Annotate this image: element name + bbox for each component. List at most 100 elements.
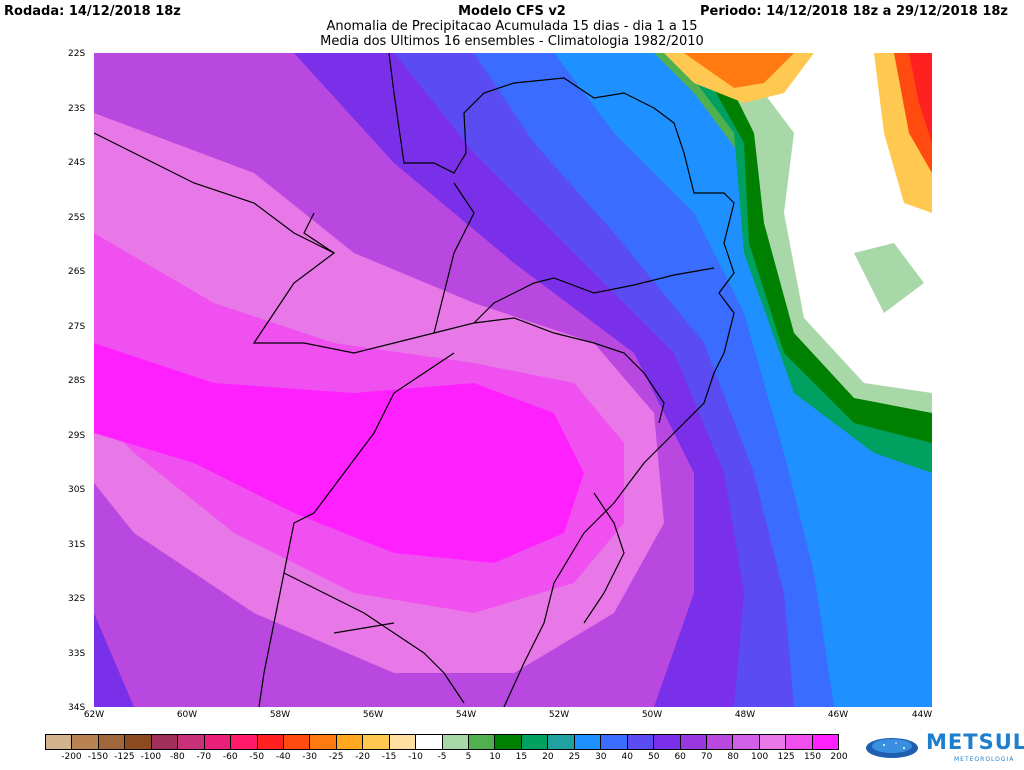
legend-label: 100 bbox=[751, 752, 769, 762]
legend-label: -100 bbox=[140, 752, 162, 762]
legend-label: -125 bbox=[114, 752, 135, 762]
legend-label: -80 bbox=[169, 752, 185, 762]
border-north bbox=[94, 132, 715, 354]
legend-swatch bbox=[46, 735, 73, 749]
legend-label: 200 bbox=[830, 752, 848, 762]
lon-label: 44W bbox=[911, 710, 933, 720]
legend-swatch bbox=[310, 735, 337, 749]
field-over-200 bbox=[94, 343, 584, 563]
legend-swatch bbox=[204, 735, 232, 749]
legend-label: 150 bbox=[803, 752, 822, 762]
legend-label: 40 bbox=[621, 752, 633, 762]
lon-label: 46W bbox=[827, 710, 849, 720]
legend-label: -150 bbox=[87, 752, 109, 762]
lat-label: 33S bbox=[68, 649, 86, 659]
map-title-block: Modelo CFS v2 Anomalia de Precipitacao A… bbox=[0, 4, 1024, 49]
lat-label: 27S bbox=[68, 322, 86, 332]
run-date: Rodada: 14/12/2018 18z bbox=[4, 4, 181, 19]
precipitation-anomaly-map bbox=[94, 53, 932, 707]
legend-swatch bbox=[733, 735, 760, 749]
borders-coastline bbox=[94, 53, 735, 707]
legend-label: 25 bbox=[568, 752, 581, 762]
legend-swatch bbox=[680, 735, 707, 749]
legend-label: -15 bbox=[381, 752, 397, 762]
legend-label: -20 bbox=[355, 752, 370, 762]
model-title: Modelo CFS v2 bbox=[458, 4, 566, 19]
lon-label: 54W bbox=[455, 710, 477, 720]
legend-labels: -200 -150 -125 -100 -80 -70 -60 -50 -40 -30 -25 -20… bbox=[45, 752, 847, 766]
legend-swatch bbox=[72, 735, 99, 749]
lat-label: 23S bbox=[68, 104, 86, 114]
legend-swatch bbox=[283, 735, 311, 749]
legend-swatch bbox=[151, 735, 179, 749]
lon-label: 48W bbox=[734, 710, 756, 720]
legend-swatch bbox=[654, 735, 681, 749]
metsul-logo: METSUL METEOROLOGIA bbox=[858, 728, 1024, 766]
field-offshore-5-10 bbox=[854, 243, 924, 313]
lat-label: 22S bbox=[68, 49, 86, 59]
legend-label: 125 bbox=[777, 752, 795, 762]
border-uruguay bbox=[283, 572, 465, 704]
legend-label: -30 bbox=[302, 752, 318, 762]
subtitle-ensembles: Media dos Ultimos 16 ensembles - Climato… bbox=[320, 34, 704, 49]
color-legend bbox=[45, 734, 839, 750]
logo-brand: METSUL bbox=[926, 730, 1024, 754]
legend-label: -10 bbox=[408, 752, 423, 762]
legend-label: 20 bbox=[542, 752, 554, 762]
legend-label: -200 bbox=[61, 752, 82, 762]
border-santa-catarina bbox=[473, 317, 665, 424]
legend-swatch bbox=[416, 735, 443, 749]
legend-swatch bbox=[125, 735, 152, 749]
period: Periodo: 14/12/2018 18z a 29/12/2018 18z bbox=[699, 4, 1008, 19]
globe-icon bbox=[866, 738, 918, 758]
lon-label: 60W bbox=[176, 710, 198, 720]
lat-label: 28S bbox=[68, 376, 86, 386]
lat-label: 32S bbox=[68, 594, 86, 604]
legend-swatch bbox=[257, 735, 284, 749]
legend-swatch bbox=[706, 735, 734, 749]
legend-swatch bbox=[336, 735, 364, 749]
legend-label: -40 bbox=[275, 752, 291, 762]
legend-label: 10 bbox=[489, 752, 501, 762]
legend-label: 60 bbox=[674, 752, 686, 762]
lon-label: 62W bbox=[83, 710, 105, 720]
lat-label: 25S bbox=[68, 213, 86, 223]
anomaly-fields bbox=[94, 53, 932, 707]
lat-label: 24S bbox=[68, 158, 86, 168]
subtitle-anomaly: Anomalia de Precipitacao Acumulada 15 di… bbox=[326, 19, 698, 34]
legend-label: -60 bbox=[222, 752, 238, 762]
lat-label: 31S bbox=[68, 540, 86, 550]
legend-label: 30 bbox=[595, 752, 607, 762]
legend-swatch bbox=[98, 735, 126, 749]
lat-label: 30S bbox=[68, 485, 86, 495]
legend-label: 80 bbox=[727, 752, 739, 762]
legend-label: -5 bbox=[437, 752, 447, 762]
logo-subtitle: METEOROLOGIA bbox=[954, 756, 1015, 763]
legend-swatch bbox=[363, 735, 390, 749]
legend-label: -70 bbox=[196, 752, 212, 762]
border-west-inner bbox=[433, 182, 475, 334]
field-east-neg-40 bbox=[909, 53, 932, 143]
legend-swatch bbox=[389, 735, 417, 749]
legend-swatch bbox=[495, 735, 522, 749]
legend-swatch bbox=[812, 735, 839, 749]
legend-swatch bbox=[574, 735, 602, 749]
legend-label: 70 bbox=[700, 752, 713, 762]
lon-label: 52W bbox=[548, 710, 570, 720]
legend-label: 15 bbox=[515, 752, 528, 762]
lon-label: 56W bbox=[362, 710, 384, 720]
legend-swatch bbox=[442, 735, 469, 749]
legend-swatch bbox=[786, 735, 813, 749]
legend-label: 50 bbox=[647, 752, 660, 762]
field-neg-25 bbox=[684, 53, 794, 88]
legend-swatch bbox=[469, 735, 496, 749]
lon-label: 50W bbox=[641, 710, 663, 720]
legend-swatch bbox=[231, 735, 258, 749]
rio-de-la-plata bbox=[333, 622, 395, 634]
border-uruguay-river bbox=[258, 352, 455, 707]
legend-swatch bbox=[521, 735, 549, 749]
legend-swatch bbox=[548, 735, 575, 749]
legend-swatch bbox=[178, 735, 205, 749]
lagoa-dos-patos bbox=[583, 492, 625, 624]
legend-swatch bbox=[759, 735, 787, 749]
